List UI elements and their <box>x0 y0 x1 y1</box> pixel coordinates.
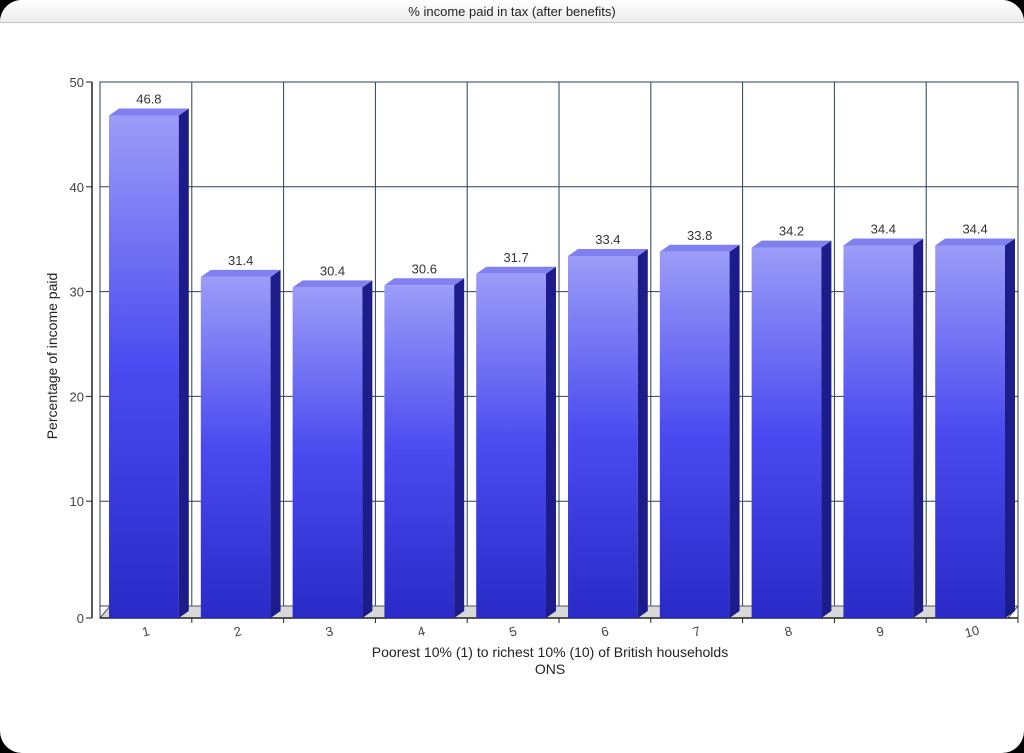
bar-front <box>109 115 179 618</box>
bar-front <box>935 245 1005 618</box>
bar-6 <box>568 248 648 618</box>
bar-top <box>200 269 281 277</box>
y-tick-label: 50 <box>70 75 84 90</box>
x-tick-label: 4 <box>416 623 427 639</box>
x-axis-ticks: 1 2 3 4 5 6 7 8 9 10 <box>140 618 1019 641</box>
bar-top <box>843 238 924 246</box>
bar-5 <box>476 266 556 618</box>
bar-side <box>821 240 832 619</box>
bar-side <box>913 238 924 618</box>
x-tick-label: 1 <box>140 623 151 639</box>
bar-front <box>384 285 455 618</box>
bars <box>109 108 1015 619</box>
x-tick-label: 5 <box>508 623 519 639</box>
bar-top <box>292 280 373 288</box>
x-tick-label: 3 <box>324 623 335 639</box>
y-axis-ticks: 0 10 20 30 40 50 <box>70 75 92 626</box>
bar-1 <box>109 108 189 618</box>
data-label: 34.4 <box>871 221 896 236</box>
bar-2 <box>200 269 281 618</box>
data-label: 31.7 <box>503 250 528 265</box>
data-label: 30.4 <box>320 263 345 278</box>
y-tick-label: 0 <box>77 611 84 626</box>
bar-front <box>476 273 546 618</box>
y-tick-label: 10 <box>70 494 84 509</box>
bar-side <box>270 269 281 618</box>
bar-front <box>200 276 271 618</box>
data-label: 33.8 <box>687 228 712 243</box>
data-label: 34.2 <box>779 224 804 239</box>
bar-side <box>729 244 740 618</box>
chart-title-bar: % income paid in tax (after benefits) <box>0 0 1024 23</box>
x-tick-label: 2 <box>232 623 243 639</box>
bar-7 <box>659 244 740 618</box>
bar-top <box>384 278 465 286</box>
data-label: 46.8 <box>136 92 161 107</box>
data-labels: 46.8 31.4 30.4 30.6 31.7 33.4 33.8 34.2 34.4 34.4 <box>136 92 988 279</box>
bar-side <box>1004 238 1015 618</box>
x-tick-label: 9 <box>875 623 886 639</box>
bar-front <box>292 287 363 618</box>
bar-top <box>568 248 648 256</box>
y-tick-label: 30 <box>70 285 84 300</box>
bar-front <box>843 245 914 618</box>
bar-front <box>751 247 822 619</box>
x-tick-label: 6 <box>599 623 610 639</box>
data-label: 33.4 <box>595 232 620 247</box>
bar-side <box>545 266 556 618</box>
bar-side <box>362 280 373 618</box>
data-label: 34.4 <box>962 221 987 236</box>
bar-top <box>935 238 1015 246</box>
bar-top <box>659 244 740 252</box>
bar-side <box>178 108 189 618</box>
y-tick-label: 40 <box>70 180 84 195</box>
x-tick-label: 7 <box>691 623 702 639</box>
chart-title: % income paid in tax (after benefits) <box>408 4 616 19</box>
data-label: 30.6 <box>412 261 437 276</box>
bar-4 <box>384 278 465 618</box>
bar-side <box>454 278 465 618</box>
y-axis-label: Percentage of income paid <box>44 273 60 440</box>
bar-side <box>637 248 648 618</box>
x-axis-label: Poorest 10% (1) to richest 10% (10) of B… <box>372 644 728 660</box>
data-label: 31.4 <box>228 253 253 268</box>
y-tick-label: 20 <box>70 389 84 404</box>
bar-3 <box>292 280 373 618</box>
x-axis-source-label: ONS <box>535 661 565 677</box>
bar-9 <box>843 238 924 618</box>
bar-10 <box>935 238 1015 618</box>
x-tick-label: 8 <box>783 623 794 639</box>
bar-top <box>476 266 556 274</box>
x-tick-label: 10 <box>963 622 981 640</box>
bar-front <box>568 255 638 618</box>
bar-front <box>659 251 730 618</box>
bar-8 <box>751 240 832 619</box>
bar-top <box>751 240 832 248</box>
bar-top <box>109 108 189 116</box>
